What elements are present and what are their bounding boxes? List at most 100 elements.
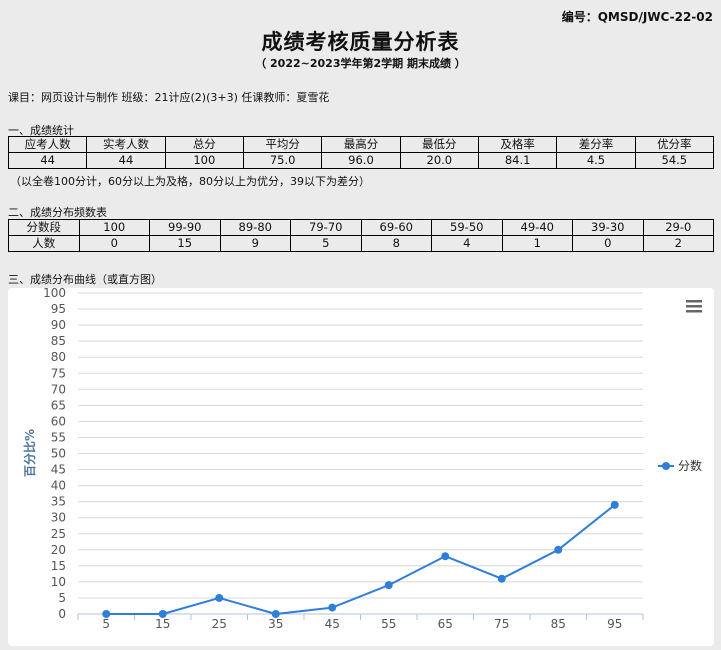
distribution-value-cell: 0 — [78, 235, 150, 252]
distribution-header-cell: 59-50 — [431, 219, 503, 236]
stats-value-cell: 75.0 — [242, 152, 323, 169]
page-subtitle: （ 2022~2023学年第2学期 期末成绩 ） — [255, 57, 466, 70]
course-info: 课目：网页设计与制作 班级：21计应(2)(3+3) 任课教师：夏雪花 — [8, 91, 330, 104]
stats-value-cell: 96.0 — [321, 152, 401, 169]
stats-header-cell: 总分 — [164, 136, 244, 153]
x-tick-label: 55 — [381, 617, 396, 631]
distribution-header-cell: 分数段 — [8, 219, 80, 236]
data-point — [497, 574, 506, 583]
y-tick-label: 30 — [51, 511, 66, 525]
distribution-table: 分数段 100 99-90 89-80 79-70 69-60 59-50 49… — [8, 219, 714, 252]
y-axis-ticks: 0 5 10 15 20 25 30 35 40 45 50 55 60 65 70 75 80 85 90 95 10… — [43, 286, 66, 621]
y-tick-label: 65 — [51, 398, 66, 412]
distribution-value-cell: 2 — [642, 235, 714, 252]
chart-gridlines — [78, 292, 643, 599]
document-code: 编号：QMSD/JWC-22-02 — [561, 10, 713, 24]
stats-table: 应考人数 实考人数 总分 平均分 最高分 最低分 及格率 差分率 优分率 44 … — [7, 136, 715, 169]
distribution-value-cell: 0 — [572, 235, 644, 252]
data-point — [610, 500, 619, 509]
y-tick-label: 20 — [51, 543, 66, 557]
y-tick-label: 45 — [51, 463, 66, 477]
y-tick-label: 10 — [51, 575, 66, 589]
stats-value-cell: 44 — [86, 152, 166, 169]
stats-value-cell: 44 — [7, 152, 88, 169]
stats-value-row: 44 44 100 75.0 96.0 20.0 84.1 4.5 54.5 — [7, 152, 715, 169]
x-tick-label: 5 — [102, 617, 110, 631]
y-tick-label: 50 — [51, 447, 66, 461]
y-tick-label: 15 — [51, 559, 66, 573]
x-tick-label: 85 — [551, 617, 566, 631]
y-tick-label: 90 — [51, 318, 66, 332]
page-title: 成绩考核质量分析表 — [261, 30, 460, 54]
data-point — [328, 603, 337, 612]
y-tick-label: 25 — [51, 527, 66, 541]
distribution-header-cell: 79-70 — [290, 219, 362, 236]
y-tick-label: 60 — [51, 414, 66, 428]
x-tick-label: 65 — [438, 617, 453, 631]
stats-header-cell: 最低分 — [399, 136, 479, 153]
x-tick-label: 75 — [494, 617, 509, 631]
chart-menu-icon[interactable] — [684, 296, 706, 316]
y-tick-label: 0 — [58, 607, 66, 621]
stats-value-cell: 4.5 — [556, 152, 636, 169]
stats-value-cell: 54.5 — [634, 152, 715, 169]
distribution-value-cell: 8 — [360, 235, 432, 252]
y-axis-label: 百分比% — [22, 429, 37, 477]
x-tick-label: 35 — [268, 617, 283, 631]
data-point — [384, 581, 393, 590]
y-tick-label: 80 — [51, 350, 66, 364]
x-axis: 5 15 25 35 45 55 65 75 85 95 — [77, 613, 644, 631]
y-tick-label: 5 — [58, 591, 66, 605]
y-tick-label: 85 — [51, 334, 66, 348]
stats-header-cell: 及格率 — [477, 136, 558, 153]
y-tick-label: 35 — [51, 495, 66, 509]
x-tick-label: 25 — [212, 617, 227, 631]
distribution-header-cell: 99-90 — [149, 219, 221, 236]
distribution-header-cell: 69-60 — [360, 219, 432, 236]
x-tick-label: 95 — [607, 617, 622, 631]
legend-label: 分数 — [678, 458, 702, 473]
data-point — [271, 610, 280, 618]
stats-value-cell: 20.0 — [399, 152, 479, 169]
stats-value-cell: 100 — [164, 152, 244, 169]
y-tick-label: 100 — [43, 288, 66, 300]
stats-header-row: 应考人数 实考人数 总分 平均分 最高分 最低分 及格率 差分率 优分率 — [7, 136, 715, 153]
x-tick-label: 15 — [155, 617, 170, 631]
distribution-value-cell: 1 — [501, 235, 573, 252]
x-tick-label: 45 — [325, 617, 340, 631]
score-distribution-chart: 0 5 10 15 20 25 30 35 40 45 50 55 60 65 70 75 80 85 90 95 10… — [22, 286, 706, 631]
distribution-value-cell: 15 — [149, 235, 221, 252]
distribution-header-cell: 100 — [78, 219, 150, 236]
distribution-header-row: 分数段 100 99-90 89-80 79-70 69-60 59-50 49… — [8, 219, 714, 236]
y-tick-label: 40 — [51, 479, 66, 493]
y-tick-label: 75 — [51, 366, 66, 380]
data-point — [215, 593, 224, 602]
stats-header-cell: 差分率 — [556, 136, 636, 153]
distribution-value-cell: 9 — [219, 235, 291, 252]
data-point — [554, 545, 563, 554]
chart-series — [102, 500, 619, 618]
stats-value-cell: 84.1 — [477, 152, 558, 169]
legend-marker — [662, 462, 670, 470]
chart-section-title: 三、成绩分布曲线（或直方图） — [8, 273, 162, 286]
stats-header-cell: 实考人数 — [86, 136, 166, 153]
distribution-header-cell: 29-0 — [642, 219, 714, 236]
distribution-value-row: 人数 0 15 9 5 8 4 1 0 2 — [8, 235, 714, 252]
distribution-header-cell: 39-30 — [572, 219, 644, 236]
distribution-header-cell: 49-40 — [501, 219, 573, 236]
chart-legend[interactable]: 分数 — [658, 458, 702, 473]
y-tick-label: 95 — [51, 302, 66, 316]
data-point — [102, 610, 111, 618]
stats-header-cell: 应考人数 — [7, 136, 88, 153]
series-line — [106, 504, 616, 615]
distribution-value-cell: 5 — [290, 235, 362, 252]
data-point — [441, 552, 450, 561]
chart-container: 0 5 10 15 20 25 30 35 40 45 50 55 60 65 70 75 80 85 90 95 10… — [8, 286, 714, 646]
y-tick-label: 55 — [51, 430, 66, 444]
stats-section-title: 一、成绩统计 — [8, 124, 74, 137]
distribution-value-cell: 人数 — [8, 235, 80, 252]
stats-header-cell: 平均分 — [242, 136, 323, 153]
distribution-value-cell: 4 — [431, 235, 503, 252]
grading-note: （以全卷100分计，60分以上为及格，80分以上为优分，39以下为差分） — [10, 175, 370, 188]
stats-header-cell: 优分率 — [634, 136, 715, 153]
